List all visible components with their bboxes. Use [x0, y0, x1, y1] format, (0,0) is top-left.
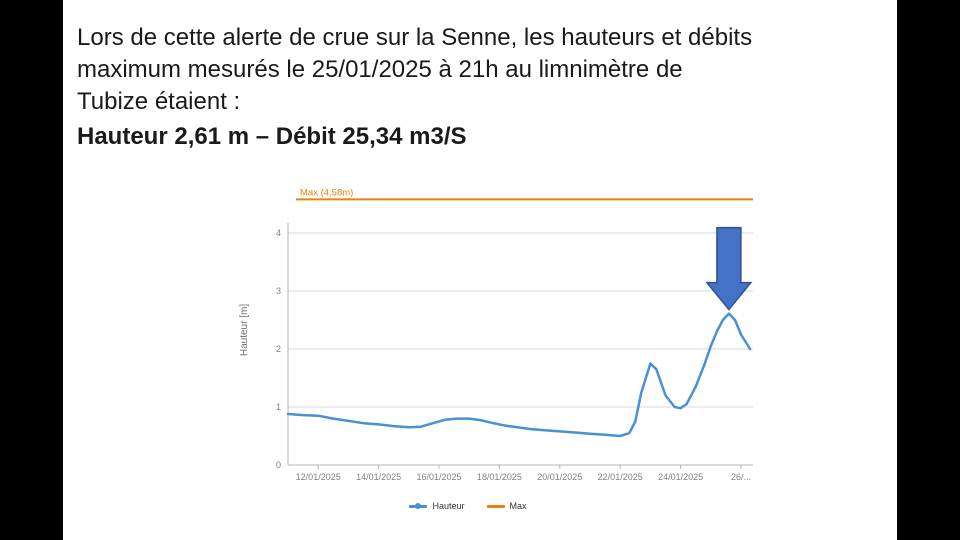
- slide: Lors de cette alerte de crue sur la Senn…: [63, 0, 897, 540]
- legend-label-hauteur: Hauteur: [432, 501, 465, 511]
- hauteur-marker-dot: [415, 503, 422, 509]
- x-tick-label: 16/01/2025: [416, 472, 461, 482]
- gridlines: [287, 223, 753, 466]
- paragraph-line-3: Tubize étaient :: [77, 88, 241, 115]
- slide-text: Lors de cette alerte de crue sur la Senn…: [77, 22, 752, 153]
- x-axis-tick-labels: 12/01/2025 14/01/2025 16/01/2025 18/01/2025…: [296, 465, 751, 482]
- x-tick-label: 20/01/2025: [537, 472, 582, 482]
- x-tick-label: 12/01/2025: [296, 472, 341, 482]
- x-tick-label: 18/01/2025: [477, 472, 522, 482]
- chart-canvas: 0 1 2 3 4 12/01/2025 14/01/2025 16/01/2025 18/0…: [239, 187, 753, 482]
- chart-legend: Hauteur Max: [233, 501, 763, 511]
- x-tick-label: 24/01/2025: [658, 472, 703, 482]
- y-tick-label: 1: [276, 402, 281, 412]
- peak-arrow: [705, 226, 753, 311]
- x-tick-label: 14/01/2025: [356, 472, 401, 482]
- x-tick-label: 26/...: [731, 472, 751, 482]
- legend-label-max: Max: [509, 501, 527, 511]
- hauteur-chart: 0 1 2 3 4 12/01/2025 14/01/2025 16/01/2025 18/0…: [233, 180, 763, 511]
- y-tick-label: 2: [276, 344, 281, 354]
- y-tick-label: 3: [276, 286, 281, 296]
- y-tick-label: 4: [276, 228, 281, 238]
- hauteur-line-swatch: [409, 503, 428, 509]
- x-tick-label: 22/01/2025: [598, 472, 643, 482]
- y-tick-label: 0: [276, 460, 281, 470]
- paragraph-line-2: maximum mesurés le 25/01/2025 à 21h au l…: [77, 56, 683, 83]
- hauteur-series-line: [286, 312, 752, 438]
- max-line-label: Max (4,58m): [300, 187, 353, 198]
- paragraph-line-1: Lors de cette alerte de crue sur la Senn…: [77, 24, 753, 51]
- y-axis-label: Hauteur [m]: [239, 304, 250, 356]
- measurement-highlight: Hauteur 2,61 m – Débit 25,34 m3/S: [77, 123, 467, 150]
- legend-item-hauteur: Hauteur: [409, 501, 465, 511]
- legend-item-max: Max: [486, 501, 527, 511]
- max-line-swatch: [486, 504, 505, 508]
- y-axis-tick-labels: 0 1 2 3 4: [276, 228, 281, 470]
